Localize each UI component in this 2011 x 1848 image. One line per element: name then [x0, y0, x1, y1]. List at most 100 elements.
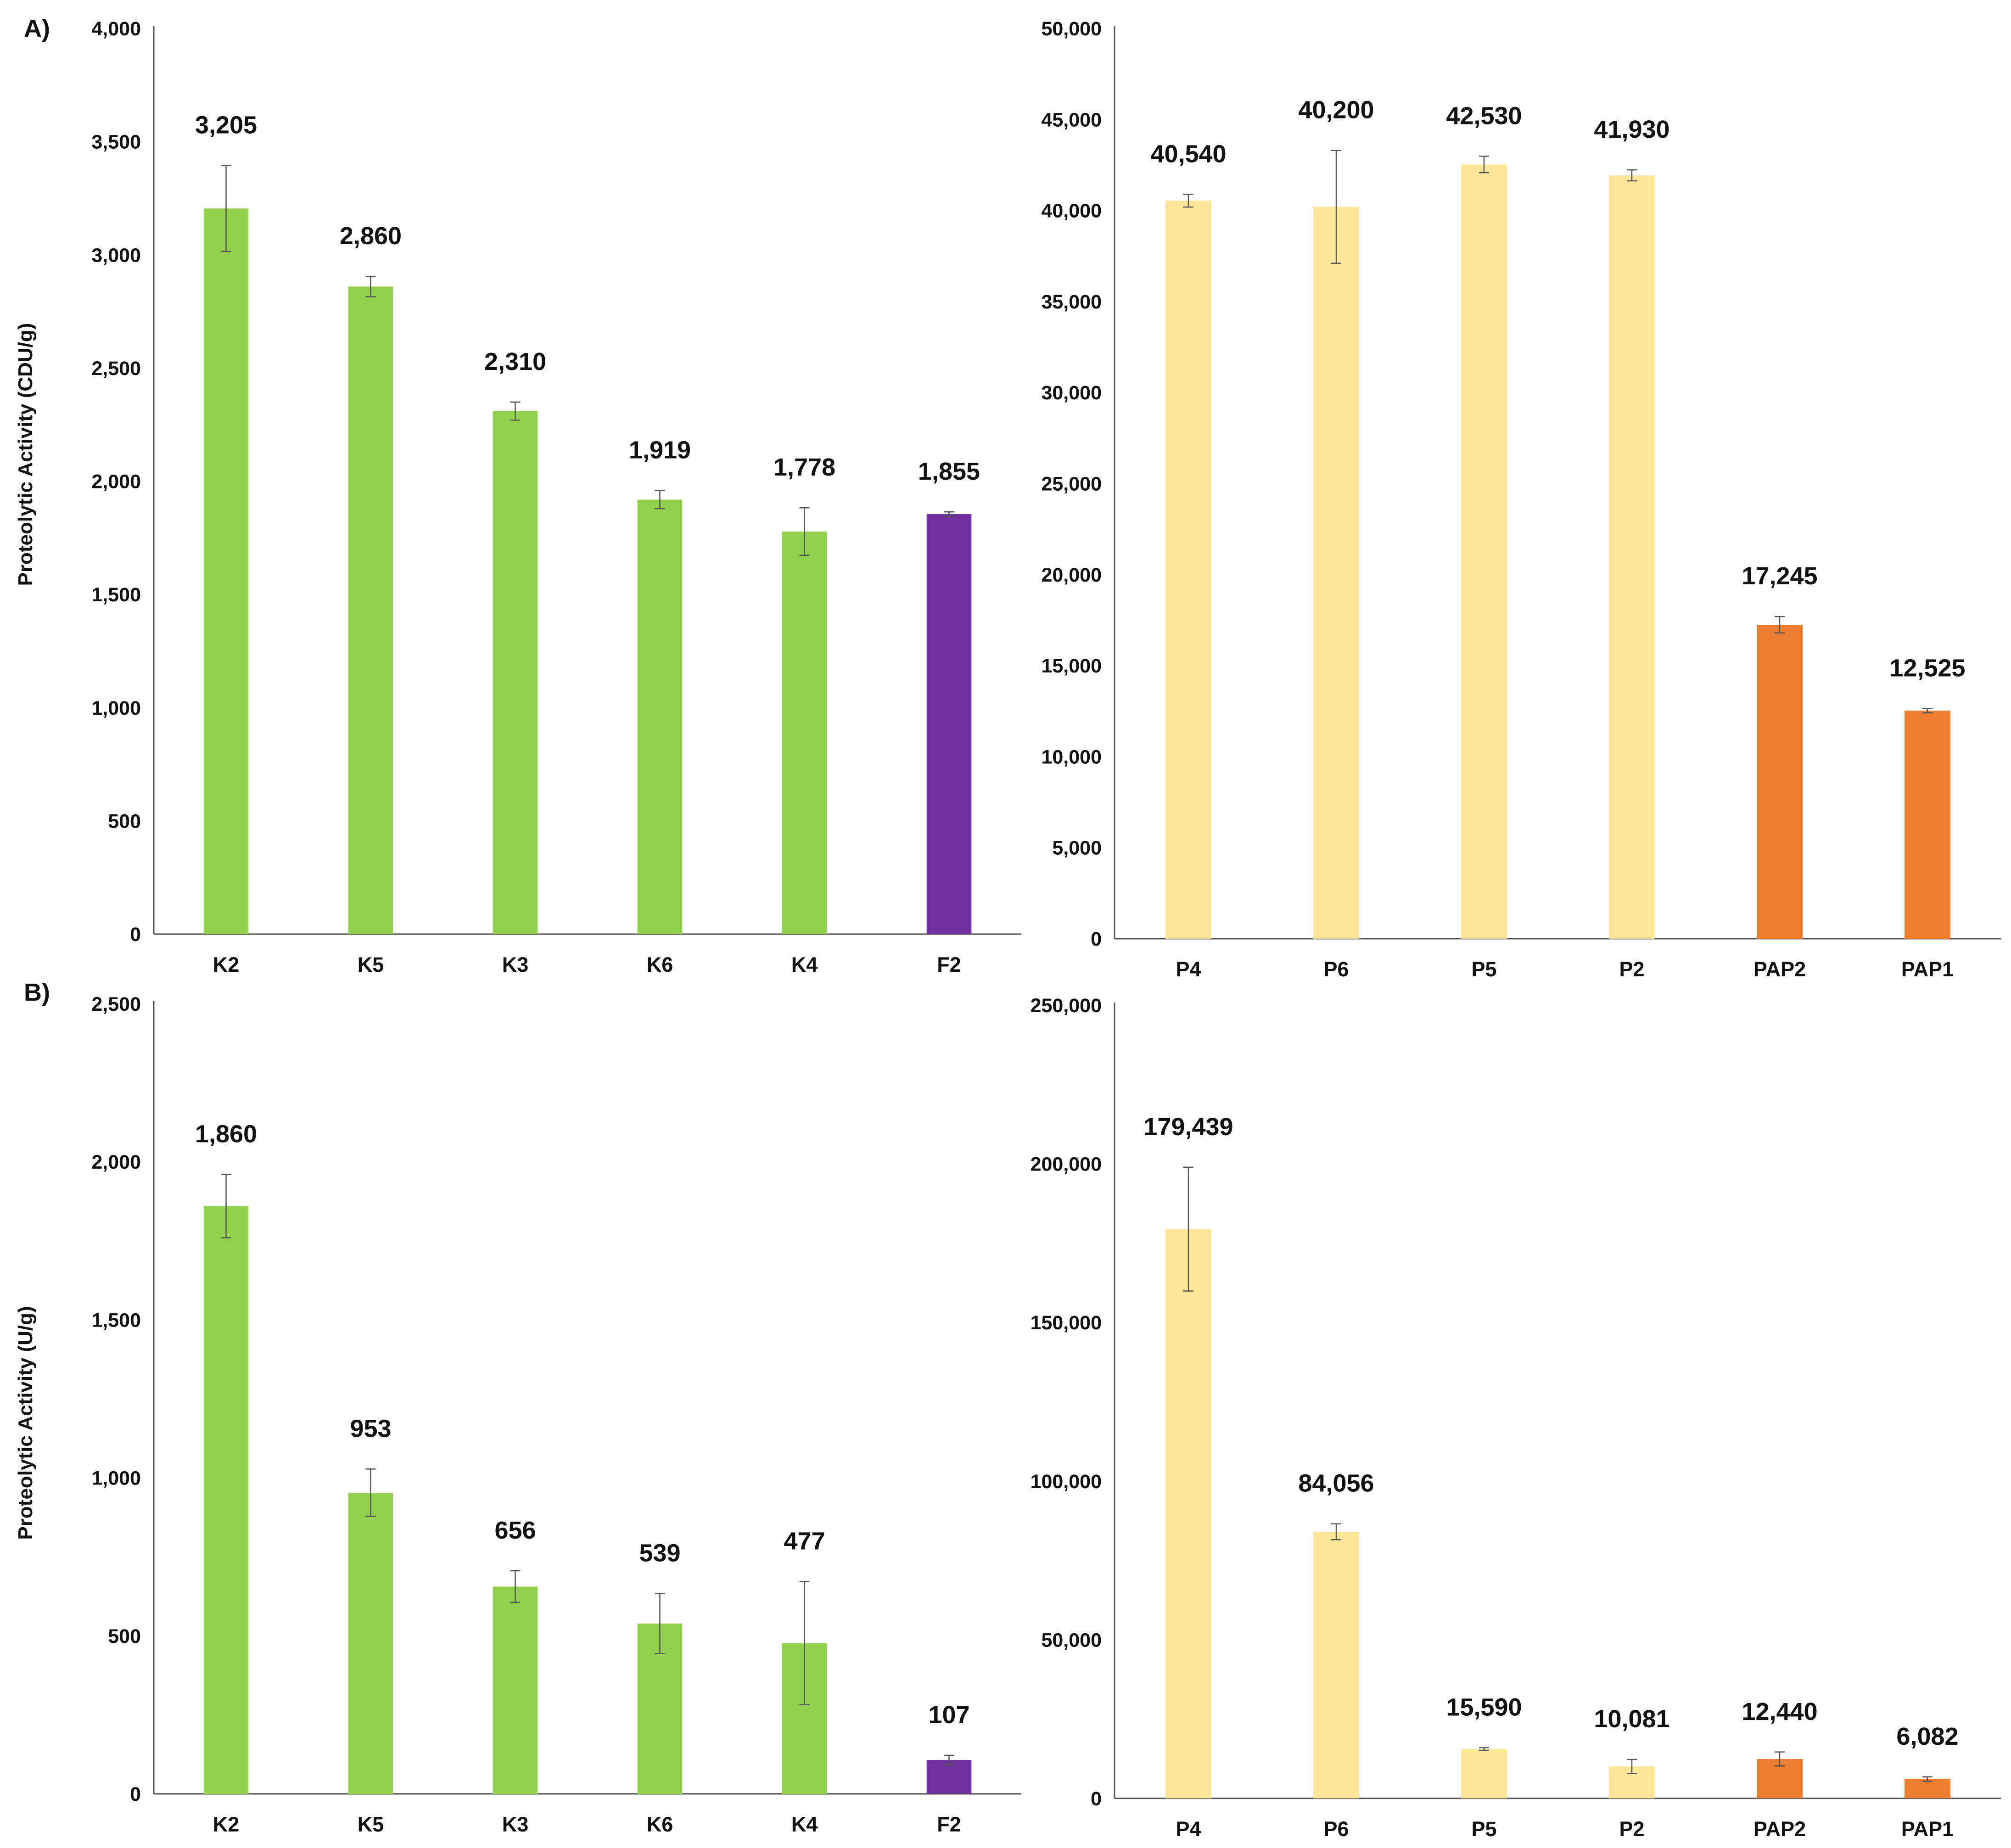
y-tick-label: 2,500 — [91, 993, 141, 1015]
data-label: 477 — [784, 1527, 825, 1555]
x-tick-label: P4 — [1176, 958, 1201, 981]
x-tick-label: K4 — [791, 953, 818, 976]
chart-a-kefir-grains: 0 500 1,000 1,500 2,000 2,500 3,000 3,500 4,000 3… — [91, 18, 1021, 976]
data-label: 40,540 — [1150, 140, 1226, 168]
x-tick-label: P5 — [1471, 1817, 1496, 1841]
y-tick-label: 500 — [108, 1625, 141, 1647]
y-tick-label: 100,000 — [1031, 1471, 1102, 1493]
data-label: 6,082 — [1896, 1723, 1958, 1750]
bar-pap1 — [1905, 1779, 1950, 1798]
y-tick-label: 5,000 — [1052, 837, 1102, 859]
x-tick-label: PAP1 — [1901, 958, 1954, 981]
data-label: 1,919 — [629, 437, 691, 464]
data-label: 953 — [350, 1415, 391, 1442]
x-tick-label: PAP1 — [1901, 1817, 1954, 1841]
x-tick-label: K3 — [502, 953, 529, 976]
x-tick-label: K6 — [647, 1813, 673, 1836]
x-tick-label: P6 — [1323, 1817, 1349, 1841]
y-tick-label: 0 — [130, 924, 141, 946]
y-tick-label: 1,500 — [91, 584, 141, 606]
y-tick-label: 150,000 — [1031, 1312, 1102, 1334]
bar-f2 — [926, 514, 972, 934]
data-label: 84,056 — [1298, 1470, 1374, 1497]
y-tick-label: 3,500 — [91, 131, 141, 153]
y-tick-label: 1,000 — [91, 1467, 141, 1490]
chart-a-papaya-latex: 0 5,000 10,000 15,000 20,000 25,000 30,000 35,0… — [1041, 18, 2001, 981]
data-label: 3,205 — [195, 111, 257, 139]
bar-pap2 — [1757, 625, 1803, 939]
bar-k2 — [203, 208, 249, 934]
data-label: 41,930 — [1594, 116, 1669, 143]
x-tick-label: K4 — [791, 1813, 818, 1836]
y-tick-label: 10,000 — [1041, 746, 1102, 768]
y-tick-label: 2,000 — [91, 471, 141, 493]
y-axis-title-panel-b: Proteolytic Activity (U/g) — [14, 1306, 37, 1540]
y-tick-label: 30,000 — [1041, 382, 1102, 404]
bar-k5 — [348, 1492, 393, 1794]
y-tick-label: 2,500 — [91, 358, 141, 380]
bar-p5 — [1461, 164, 1507, 939]
data-label: 17,245 — [1742, 562, 1817, 590]
x-tick-label: PAP2 — [1753, 1817, 1806, 1841]
bar-k5 — [348, 286, 393, 935]
data-label: 40,200 — [1298, 96, 1374, 124]
panel-letter-a: A) — [24, 15, 50, 42]
bar-k2 — [203, 1206, 249, 1794]
y-tick-label: 35,000 — [1041, 291, 1102, 313]
y-tick-label: 0 — [130, 1783, 141, 1805]
data-label: 2,310 — [484, 348, 546, 375]
bar-k3 — [493, 411, 538, 934]
x-tick-label: K2 — [213, 1813, 240, 1836]
data-label: 1,860 — [195, 1120, 257, 1148]
data-label: 15,590 — [1446, 1693, 1522, 1721]
bar-k6 — [637, 499, 683, 934]
bar-p5 — [1461, 1749, 1507, 1798]
x-tick-label: P4 — [1176, 1817, 1201, 1841]
y-tick-label: 15,000 — [1041, 655, 1102, 677]
data-label: 1,855 — [918, 458, 980, 485]
bar-k3 — [493, 1586, 538, 1794]
x-tick-label: P2 — [1619, 1817, 1644, 1841]
x-tick-label: K5 — [358, 953, 384, 976]
y-tick-label: 50,000 — [1041, 18, 1102, 40]
y-tick-label: 2,000 — [91, 1151, 141, 1173]
y-axis-title-panel-a: Proteolytic Activity (CDU/g) — [14, 323, 37, 586]
data-label: 12,440 — [1742, 1698, 1817, 1725]
panel-letter-b: B) — [24, 979, 50, 1006]
bar-p2 — [1609, 175, 1655, 939]
x-tick-label: P5 — [1471, 958, 1496, 981]
x-tick-label: F2 — [937, 953, 961, 976]
y-tick-label: 20,000 — [1041, 564, 1102, 586]
x-tick-label: K6 — [647, 953, 673, 976]
y-tick-label: 25,000 — [1041, 473, 1102, 495]
y-tick-label: 3,000 — [91, 244, 141, 266]
y-tick-label: 1,500 — [91, 1309, 141, 1331]
y-tick-label: 250,000 — [1031, 995, 1102, 1017]
data-label: 1,778 — [773, 454, 835, 481]
y-tick-label: 500 — [108, 810, 141, 832]
bar-p6 — [1313, 207, 1359, 939]
data-label: 107 — [928, 1701, 969, 1729]
chart-b-papaya-latex: 0 50,000 100,000 150,000 200,000 250,000 179,4… — [1031, 995, 2001, 1841]
x-tick-label: K5 — [358, 1813, 384, 1836]
data-label: 10,081 — [1594, 1705, 1669, 1733]
y-tick-label: 40,000 — [1041, 200, 1102, 222]
y-tick-label: 45,000 — [1041, 109, 1102, 131]
x-tick-label: P6 — [1323, 958, 1349, 981]
y-tick-label: 4,000 — [91, 18, 141, 40]
y-tick-label: 200,000 — [1031, 1154, 1102, 1176]
data-label: 42,530 — [1446, 102, 1522, 129]
y-tick-label: 1,000 — [91, 697, 141, 719]
x-tick-label: P2 — [1619, 958, 1644, 981]
data-label: 12,525 — [1889, 654, 1965, 682]
data-label: 539 — [639, 1540, 680, 1567]
bar-p6 — [1313, 1532, 1359, 1798]
data-label: 2,860 — [340, 222, 402, 250]
y-tick-label: 0 — [1091, 1788, 1102, 1810]
y-tick-label: 50,000 — [1041, 1629, 1102, 1651]
bar-p4 — [1165, 1229, 1211, 1798]
x-tick-label: K3 — [502, 1813, 529, 1836]
bar-k4 — [782, 532, 827, 934]
